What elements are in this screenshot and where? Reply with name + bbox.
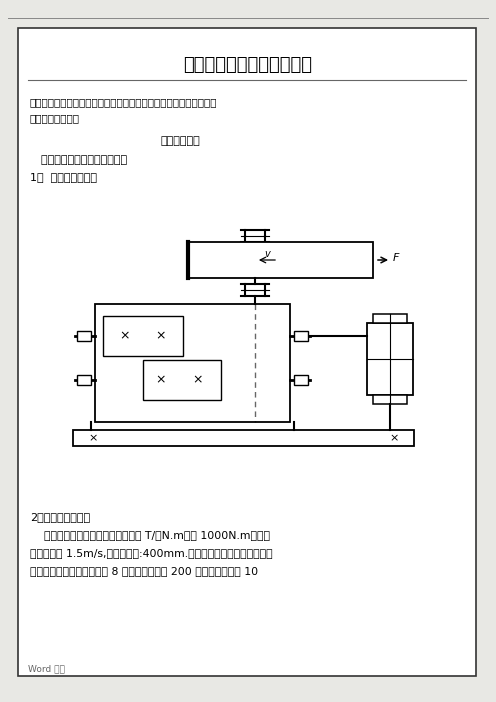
Text: 可编辑修改精选全文完整版: 可编辑修改精选全文完整版: [184, 56, 312, 74]
Text: 带式输送机传动装置课程设计: 带式输送机传动装置课程设计: [34, 155, 127, 165]
Text: F: F: [393, 253, 399, 263]
Bar: [294, 331, 308, 341]
Bar: [73, 430, 414, 446]
Text: ×: ×: [156, 329, 166, 343]
Bar: [103, 316, 183, 356]
Bar: [95, 304, 290, 422]
Text: ×: ×: [389, 433, 399, 443]
Bar: [373, 395, 407, 404]
Bar: [77, 331, 91, 341]
Text: 2．课程设计任务：: 2．课程设计任务：: [30, 512, 90, 522]
Text: 设计的顺利进行！: 设计的顺利进行！: [30, 113, 80, 123]
Bar: [373, 314, 407, 323]
Bar: [77, 375, 91, 385]
Text: 带工作速度 1.5m/s,卷阳筒直径:400mm.工作条件：连续单向运转，工: 带工作速度 1.5m/s,卷阳筒直径:400mm.工作条件：连续单向运转，工: [30, 548, 273, 558]
Bar: [143, 360, 221, 400]
Text: ×: ×: [156, 373, 166, 387]
Bar: [188, 242, 373, 278]
Bar: [367, 323, 413, 395]
Text: 注意：需要的同学，要根据要求将相应的数据进行相应的处理，以便: 注意：需要的同学，要根据要求将相应的数据进行相应的处理，以便: [30, 97, 218, 107]
Text: ×: ×: [193, 373, 203, 387]
Text: 1、  传动装置简图：: 1、 传动装置简图：: [30, 172, 97, 182]
Text: ×: ×: [88, 433, 98, 443]
Text: 已知二级减速器，运输机工作转矩 T/（N.m）为 1000N.m，运输: 已知二级减速器，运输机工作转矩 T/（N.m）为 1000N.m，运输: [30, 530, 270, 540]
Text: ×: ×: [120, 329, 130, 343]
Text: 作时有轻微震动，每天工作 8 小时，每年工作 200 天，使用期限为 10: 作时有轻微震动，每天工作 8 小时，每年工作 200 天，使用期限为 10: [30, 566, 258, 576]
Text: 一、设计题目: 一、设计题目: [160, 136, 200, 146]
Text: Word 文档: Word 文档: [28, 664, 65, 673]
Bar: [294, 375, 308, 385]
Text: v: v: [264, 249, 270, 259]
